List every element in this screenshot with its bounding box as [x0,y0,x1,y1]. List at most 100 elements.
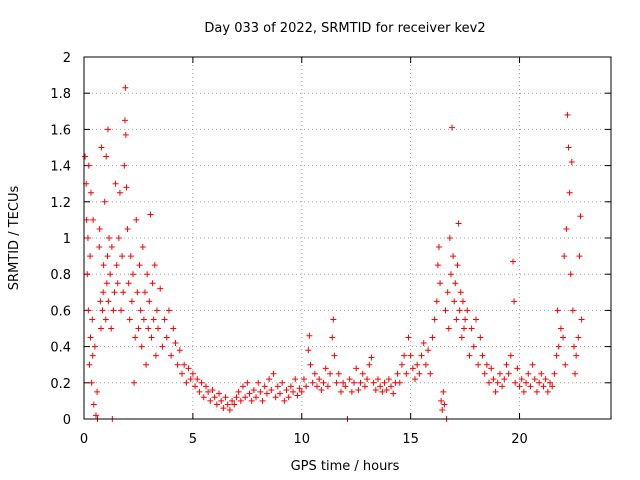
data-point [87,334,94,341]
y-tick-label: 1 [63,232,71,247]
data-point [137,307,144,314]
data-point [248,397,255,404]
data-point [150,316,157,323]
data-point [246,390,253,397]
data-point [127,253,134,260]
x-tick-label: 15 [402,432,419,447]
y-tick-label: 1.8 [50,87,71,102]
data-point [85,307,92,314]
data-point [96,244,103,251]
data-point [250,387,257,394]
data-point [357,379,364,386]
data-point [520,388,527,395]
data-point [231,401,238,408]
data-point [390,390,397,397]
data-point [105,298,112,305]
data-point [494,379,501,386]
x-tick-label: 5 [189,432,197,447]
data-point [566,189,573,196]
data-point [507,352,514,359]
data-point [490,376,497,383]
data-point [444,289,451,296]
data-point [149,280,156,287]
data-point [342,383,349,390]
data-point [514,365,521,372]
data-point [96,225,103,232]
data-point [141,289,148,296]
data-point [87,189,94,196]
data-point [192,383,199,390]
data-point [407,352,414,359]
data-point [218,397,225,404]
data-point [453,316,460,323]
chart-title: Day 033 of 2022, SRMTID for receiver kev… [204,21,485,36]
data-point [576,253,583,260]
x-tick-label: 10 [293,432,310,447]
data-point [324,383,331,390]
data-point [108,244,115,251]
data-point [90,401,97,408]
data-point [536,379,543,386]
data-point [187,376,194,383]
data-point [560,334,567,341]
data-point [279,379,286,386]
data-point [114,280,121,287]
data-point [438,397,445,404]
data-point [155,325,162,332]
data-point [129,271,136,278]
data-point [455,220,462,227]
x-tick-label: 20 [511,432,528,447]
data-point [538,370,545,377]
data-point [479,352,486,359]
data-point [104,126,111,133]
data-point [331,352,338,359]
data-point [318,387,325,394]
data-point [442,307,449,314]
data-point [87,253,94,260]
data-point [327,370,334,377]
data-point [361,383,368,390]
data-point [239,383,246,390]
data-point [146,298,153,305]
data-point [333,379,340,386]
data-point [135,325,142,332]
data-point [416,370,423,377]
data-point [220,405,227,412]
data-point [296,385,303,392]
data-point [274,383,281,390]
data-point [551,370,558,377]
data-point [176,347,183,354]
y-axis-label: SRMTID / TECUs [7,186,22,291]
data-point [553,352,560,359]
data-point [108,325,115,332]
data-point [151,262,158,269]
data-point [403,370,410,377]
data-point [99,307,106,314]
data-point [147,211,154,218]
data-point [533,388,540,395]
data-point [468,325,475,332]
data-point [320,379,327,386]
data-point [82,153,89,160]
data-point [441,401,448,408]
data-point [183,379,190,386]
data-point [84,271,91,278]
data-point [124,225,131,232]
data-point [439,406,446,413]
y-tick-label: 0 [63,413,71,428]
data-point [458,334,465,341]
data-point [115,235,122,241]
data-point [104,253,111,260]
data-point [505,370,512,377]
data-point [266,376,273,383]
data-point [202,383,209,390]
data-point [172,339,179,346]
data-point [456,307,463,314]
data-point [272,394,279,401]
data-point [229,397,236,404]
data-point [133,216,140,223]
data-point [300,376,307,383]
data-point [144,271,151,278]
data-point [398,361,405,368]
data-point [98,144,105,151]
